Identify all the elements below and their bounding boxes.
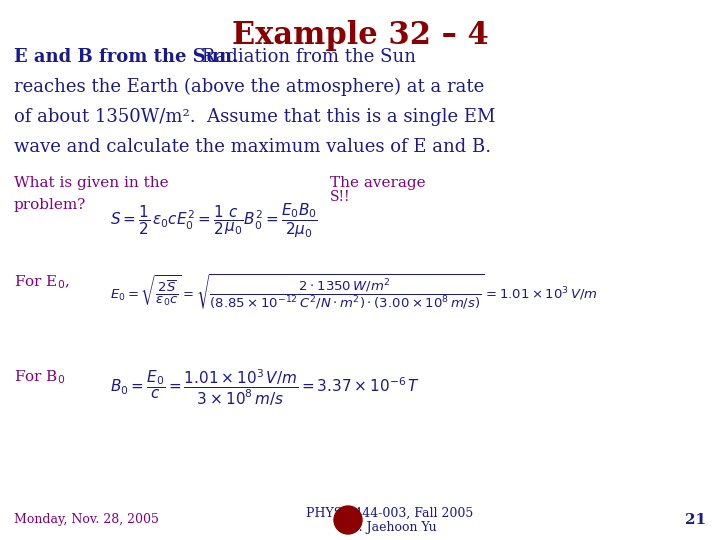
Text: What is given in the: What is given in the xyxy=(14,176,168,190)
Circle shape xyxy=(334,506,362,534)
Text: Radiation from the Sun: Radiation from the Sun xyxy=(196,48,416,66)
Text: S!!: S!! xyxy=(330,190,351,204)
Text: Example 32 – 4: Example 32 – 4 xyxy=(232,20,488,51)
Text: problem?: problem? xyxy=(14,198,86,212)
Text: E and B from the Sun.: E and B from the Sun. xyxy=(14,48,238,66)
Text: $B_0 = \dfrac{E_0}{c} = \dfrac{1.01\times10^3\,V/m}{3\times10^8\,m/s} = 3.37\tim: $B_0 = \dfrac{E_0}{c} = \dfrac{1.01\time… xyxy=(110,368,420,408)
Text: Dr. Jaehoon Yu: Dr. Jaehoon Yu xyxy=(343,521,436,534)
Circle shape xyxy=(338,510,358,530)
Circle shape xyxy=(343,515,353,525)
Text: of about 1350W/m².  Assume that this is a single EM: of about 1350W/m². Assume that this is a… xyxy=(14,108,495,126)
Text: For B$_0$: For B$_0$ xyxy=(14,368,66,386)
Text: The average: The average xyxy=(330,176,426,190)
Text: wave and calculate the maximum values of E and B.: wave and calculate the maximum values of… xyxy=(14,138,491,156)
Circle shape xyxy=(336,508,360,532)
Text: Monday, Nov. 28, 2005: Monday, Nov. 28, 2005 xyxy=(14,514,159,526)
Text: $E_0 = \sqrt{\dfrac{2\overline{S}}{\varepsilon_0 c}} = \sqrt{\dfrac{2\cdot1350\,: $E_0 = \sqrt{\dfrac{2\overline{S}}{\vare… xyxy=(110,273,598,312)
Text: $S = \dfrac{1}{2}\,\varepsilon_0 c E_0^2 = \dfrac{1}{2}\dfrac{c}{\mu_0}B_0^2 = \: $S = \dfrac{1}{2}\,\varepsilon_0 c E_0^2… xyxy=(110,202,318,240)
Text: PHYS 1444-003, Fall 2005: PHYS 1444-003, Fall 2005 xyxy=(307,507,474,519)
Text: reaches the Earth (above the atmosphere) at a rate: reaches the Earth (above the atmosphere)… xyxy=(14,78,485,96)
Text: For E$_0$,: For E$_0$, xyxy=(14,273,70,291)
Text: 21: 21 xyxy=(685,513,706,527)
